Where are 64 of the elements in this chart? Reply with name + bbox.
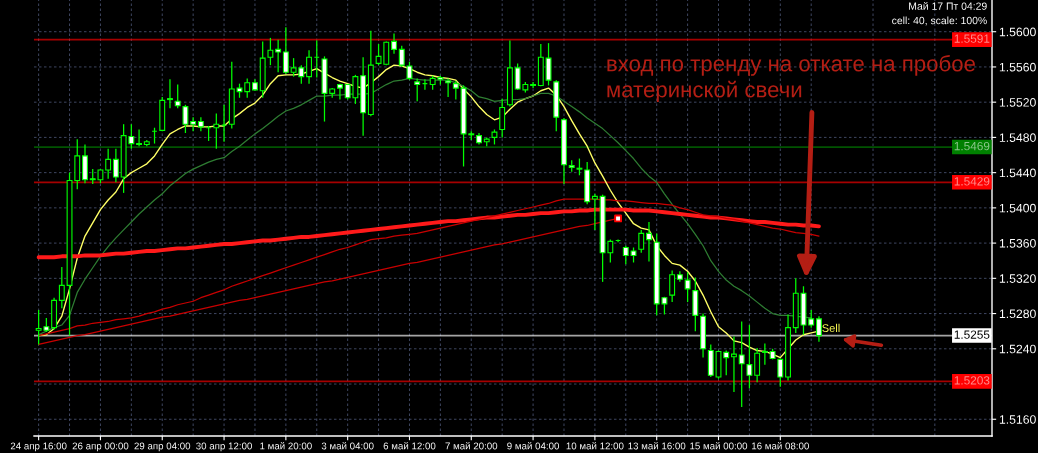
candlestick xyxy=(306,49,312,85)
y-tick-label: 1.5160 xyxy=(999,415,1036,424)
candlestick xyxy=(275,39,282,73)
x-tick-label: 29 апр 04:00 xyxy=(134,442,191,452)
candlestick xyxy=(391,32,397,55)
candlestick xyxy=(591,193,598,231)
candlestick xyxy=(167,78,173,109)
line-series xyxy=(36,207,821,260)
text: Май 17 Пт 04:29 xyxy=(909,2,987,10)
candlestick xyxy=(213,112,220,150)
x-tick-label: 3 май 04:00 xyxy=(321,442,374,450)
y-tick-label: 1.5520 xyxy=(999,98,1036,107)
x-tick-label: 9 май 04:00 xyxy=(507,442,560,450)
candlestick xyxy=(815,315,822,343)
candlestick xyxy=(112,148,119,183)
candlestick xyxy=(105,148,112,180)
candlestick xyxy=(336,83,343,101)
candlestick xyxy=(414,77,421,102)
x-tick-label: 15 май 00:00 xyxy=(690,442,748,450)
annotation: Sell xyxy=(822,323,840,332)
candlestick xyxy=(738,320,745,408)
y-tick-label: 1.5400 xyxy=(999,203,1036,213)
candlestick xyxy=(669,269,676,303)
x-tick-label: 13 май 16:00 xyxy=(628,442,686,450)
x-tick-label: 24 апр 16:00 xyxy=(10,442,67,452)
y-tick-label: 1.5560 xyxy=(999,62,1036,72)
x-tick-label: 10 май 12:00 xyxy=(566,442,624,450)
candlestick xyxy=(530,81,537,89)
candlestick xyxy=(684,271,691,303)
x-tick-label: 6 май 12:00 xyxy=(383,442,436,450)
candlestick xyxy=(174,83,181,109)
candlestick xyxy=(282,26,289,75)
candlestick xyxy=(646,221,652,263)
candlestick xyxy=(761,342,768,366)
candlestick xyxy=(777,357,784,388)
candlestick xyxy=(754,347,761,383)
candlestick xyxy=(731,335,737,393)
annotation: вход по тренду на откате на пробое материнской свечи xyxy=(607,54,975,102)
ref-line-label: 1.5203 xyxy=(954,376,990,385)
candlestick xyxy=(746,324,753,390)
x-tick-label: 26 апр 00:00 xyxy=(72,442,129,452)
x-tick-label: 1 май 20:00 xyxy=(260,442,312,450)
x-tick-label: 16 май 08:00 xyxy=(752,442,809,450)
candlestick xyxy=(136,128,143,147)
ref-line-label: 1.5255 xyxy=(954,330,990,339)
y-tick-label: 1.5440 xyxy=(999,168,1036,178)
y-tick-label: 1.5320 xyxy=(999,274,1036,283)
y-tick-label: 1.5240 xyxy=(999,344,1036,354)
y-tick-label: 1.5480 xyxy=(999,133,1036,142)
ref-line-label: 1.5429 xyxy=(954,177,990,186)
y-tick-label: 1.5280 xyxy=(999,309,1036,319)
text: cell: 40, scale: 100% xyxy=(892,16,987,26)
x-tick-label: 7 май 20:00 xyxy=(445,442,498,450)
candlestick xyxy=(82,143,88,184)
candlestick xyxy=(452,80,459,101)
y-tick-label: 1.5600 xyxy=(999,27,1036,37)
candlestick xyxy=(638,229,645,254)
candlestick xyxy=(445,77,452,98)
ref-line-label: 1.5469 xyxy=(954,141,990,151)
y-tick-label: 1.5360 xyxy=(999,239,1036,248)
candlestick xyxy=(499,98,506,139)
candlestick xyxy=(182,104,189,134)
x-tick-label: 30 апр 12:00 xyxy=(196,442,252,452)
ref-line-label: 1.5591 xyxy=(954,34,990,43)
